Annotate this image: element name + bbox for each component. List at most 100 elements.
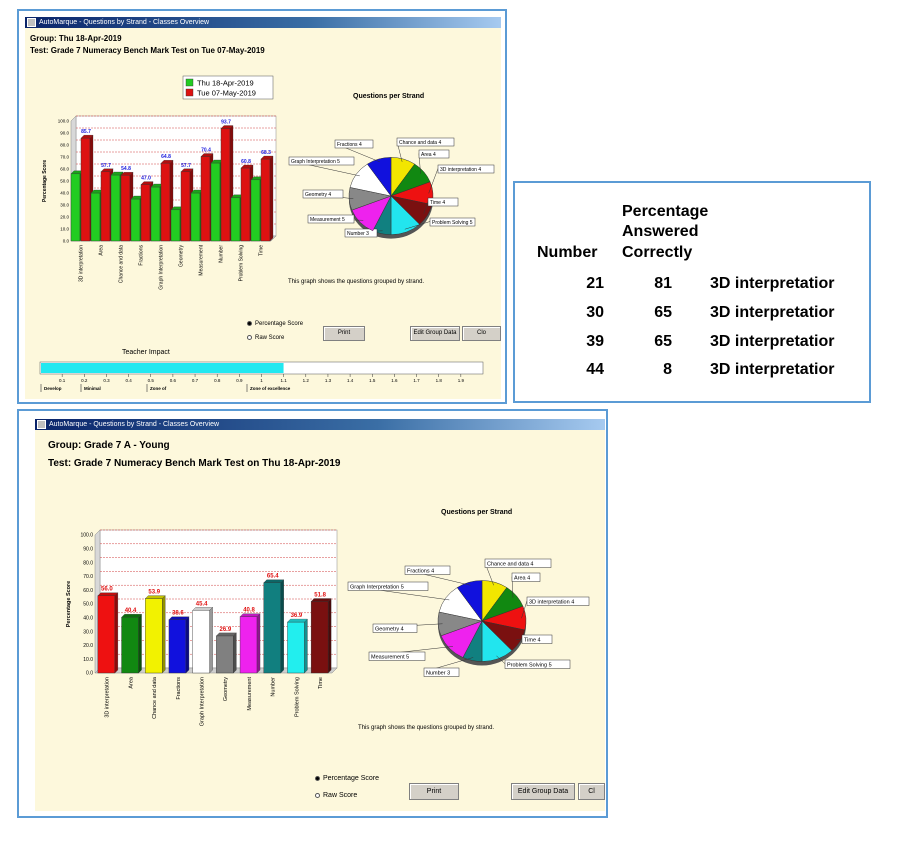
pie-label-box <box>437 164 495 174</box>
data-label: 64.8 <box>161 154 171 160</box>
pie-leader-line <box>516 638 523 640</box>
data-label: 53.9 <box>148 590 160 596</box>
impact-tick-label: 1.1 <box>281 378 288 383</box>
radio-raw-score[interactable]: Raw Score <box>247 335 284 341</box>
category-label: Time <box>318 677 324 689</box>
pie-label: Time 4 <box>430 200 445 206</box>
category-label: Geometry <box>223 677 229 701</box>
impact-tick-label: 1.5 <box>369 378 376 383</box>
category-label: 3D interpretation <box>79 245 85 282</box>
row-1-strand: 3D interpretatior <box>710 275 835 292</box>
pie-label-box <box>418 149 450 159</box>
test-line: Test: Grade 7 Numeracy Bench Mark Test o… <box>30 46 265 55</box>
category-label: Problem Solving <box>239 245 245 282</box>
category-label: Area <box>99 245 105 256</box>
category-label: Geometry <box>179 245 185 267</box>
row-2-strand: 3D interpretatior <box>710 304 835 321</box>
data-label: 26.9 <box>220 627 232 633</box>
pie-label: Fractions 4 <box>337 142 362 148</box>
print-button[interactable]: Print <box>409 783 459 800</box>
pie-label-box <box>429 217 476 227</box>
data-label: 36.9 <box>291 613 303 619</box>
bar-side <box>185 616 190 674</box>
impact-tick-label: 0.2 <box>81 378 88 383</box>
edit-group-data-button[interactable]: Edit Group Data <box>410 326 460 341</box>
window-titlebar[interactable]: AutoMarque - Questions by Strand - Class… <box>35 419 605 430</box>
pie-label-box <box>307 214 355 224</box>
y-tick-label: 50.0 <box>83 602 93 608</box>
data-label: 54.8 <box>121 166 131 172</box>
y-tick-label: 0.0 <box>86 671 93 677</box>
pie-label-box <box>334 139 374 149</box>
edit-group-data-button[interactable]: Edit Group Data <box>511 783 575 800</box>
screenshot-frame-top: AutoMarque - Questions by Strand - Class… <box>17 9 507 404</box>
pie-label: Number 3 <box>426 671 450 677</box>
pie-label-box <box>288 156 355 166</box>
window-titlebar[interactable]: AutoMarque - Questions by Strand - Class… <box>25 17 501 28</box>
impact-zone-label: Zone of excellence <box>250 386 291 391</box>
close-button[interactable]: Clo <box>462 326 501 341</box>
pie-label: Measurement 5 <box>371 655 409 661</box>
y-tick-label: 60.0 <box>83 588 93 594</box>
radio-dot <box>315 792 320 798</box>
radio-percentage-score[interactable]: Percentage Score <box>247 321 303 327</box>
pie-slice <box>456 580 483 622</box>
pie-label: Number 3 <box>347 231 369 237</box>
category-label: Graph Interpretation <box>199 677 205 726</box>
y-tick-label: 20.0 <box>83 643 93 649</box>
impact-tick-label: 1.7 <box>413 378 420 383</box>
impact-tick-label: 0.3 <box>103 378 110 383</box>
impact-tick-label: 0.1 <box>59 378 66 383</box>
y-tick-label: 70.0 <box>83 574 93 580</box>
pie-label: Graph Interpretation 5 <box>350 585 404 591</box>
category-label: Chance and data <box>119 245 125 283</box>
y-tick-label: 0.0 <box>63 239 70 244</box>
print-button[interactable]: Print <box>323 326 365 341</box>
y-tick-label: 60.0 <box>60 167 69 172</box>
impact-zone-label: Develop <box>44 386 62 391</box>
y-tick-label: 40.0 <box>60 191 69 196</box>
pie-label: Area 4 <box>514 576 530 582</box>
impact-tick-label: 1.2 <box>303 378 310 383</box>
bar-side <box>327 598 332 674</box>
impact-tick-label: 1.3 <box>325 378 332 383</box>
table-frame: Percentage Answered Correctly Number 21 … <box>513 181 871 403</box>
y-tick-label: 80.0 <box>83 560 93 566</box>
row-4-number: 44 <box>586 361 604 378</box>
pie-label-box <box>396 137 455 147</box>
data-label: 68.3 <box>261 150 271 156</box>
y-tick-label: 10.0 <box>83 657 93 663</box>
bar-side <box>162 595 166 674</box>
impact-tick-label: 0.7 <box>192 378 199 383</box>
y-tick-label: 100.0 <box>58 119 70 124</box>
radio-raw-score[interactable]: Raw Score <box>315 792 357 799</box>
pie-label: Chance and data 4 <box>399 140 441 146</box>
pie-label-box <box>427 197 459 207</box>
legend-entry: Thu 18-Apr-2019 <box>197 79 254 88</box>
bar-side <box>256 613 261 674</box>
y-tick-label: 40.0 <box>83 615 93 621</box>
header-percentage-line3: Correctly <box>622 244 693 261</box>
radio-percentage-score[interactable]: Percentage Score <box>315 775 379 782</box>
legend-entry: Tue 07-May-2019 <box>197 89 256 98</box>
row-4-strand: 3D interpretatior <box>710 361 835 378</box>
pie-note: This graph shows the questions grouped b… <box>288 279 425 285</box>
data-label: 85.7 <box>81 129 91 135</box>
pie-note: This graph shows the questions grouped b… <box>358 725 495 731</box>
data-label: 45.4 <box>196 601 208 607</box>
impact-tick-label: 0.4 <box>125 378 132 383</box>
category-label: Chance and data <box>152 676 158 719</box>
impact-tick-label: 1 <box>260 378 263 383</box>
legend-swatch <box>185 78 194 87</box>
data-label: 47.0 <box>141 176 151 182</box>
close-button[interactable]: Cl <box>578 783 605 800</box>
pie-label-box <box>302 189 344 199</box>
pie-label-box <box>521 634 553 644</box>
pie-slice <box>366 157 392 197</box>
header-number: Number <box>537 244 598 261</box>
category-label: Time <box>259 245 265 256</box>
app-icon <box>27 18 36 27</box>
pie-title: Questions per Strand <box>353 93 425 100</box>
pie-label: Problem Solving 5 <box>432 220 473 226</box>
y-tick-label: 10.0 <box>60 227 69 232</box>
